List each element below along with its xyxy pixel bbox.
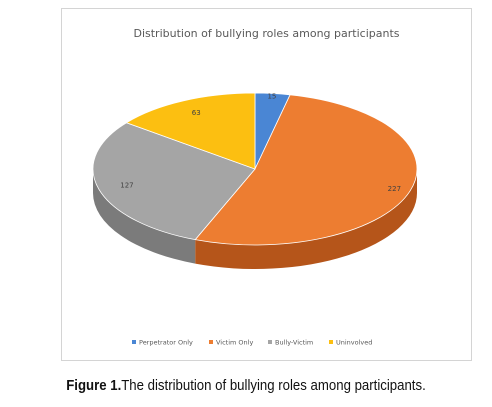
data-label-uninvolved: 63 [192, 109, 201, 117]
legend-label-perpetrator-only: Perpetrator Only [139, 339, 193, 347]
pie-slices [92, 92, 418, 246]
chart-container: Distribution of bullying roles among par… [61, 8, 472, 361]
pie-slice-victim-only [194, 94, 418, 246]
legend-swatch-victim-only [209, 340, 213, 344]
chart-title: Distribution of bullying roles among par… [133, 27, 400, 40]
legend-label-bully-victim: Bully-Victim [275, 339, 313, 347]
figure-caption: Figure 1.The distribution of bullying ro… [30, 377, 463, 394]
pie-data-labels: 15 227 127 63 [120, 92, 401, 193]
data-label-bully-victim: 127 [120, 182, 133, 190]
pie-slice-uninvolved [125, 92, 256, 170]
pie-side-victim-only [195, 169, 417, 270]
figure-caption-text: The distribution of bullying roles among… [121, 377, 426, 394]
legend: Perpetrator Only Victim Only Bully-Victim U… [132, 339, 372, 347]
legend-swatch-uninvolved [329, 340, 333, 344]
pie-slice-bully-victim [92, 122, 256, 241]
legend-swatch-perpetrator-only [132, 340, 136, 344]
figure-label: Figure 1. [66, 377, 122, 394]
pie-chart: 15 227 127 63 Perpetrator Only Victim Only Bu… [92, 92, 418, 347]
data-label-perpetrator-only: 15 [267, 92, 276, 100]
pie-sides [93, 169, 417, 270]
pie-side-bully-victim [93, 169, 196, 264]
legend-label-uninvolved: Uninvolved [336, 339, 372, 347]
legend-label-victim-only: Victim Only [216, 339, 253, 347]
data-label-victim-only: 227 [388, 185, 401, 193]
legend-swatch-bully-victim [268, 340, 272, 344]
